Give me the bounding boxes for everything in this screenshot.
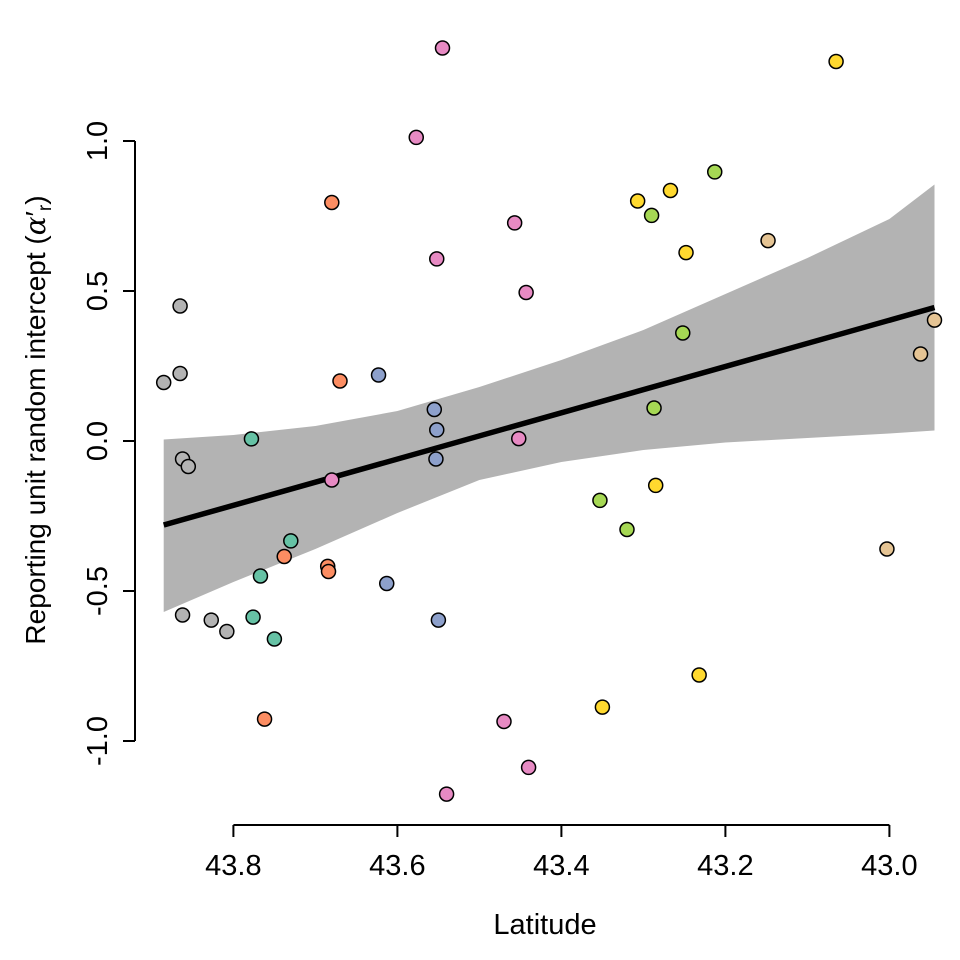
data-point xyxy=(662,182,679,199)
data-point xyxy=(266,631,283,647)
data-point xyxy=(646,400,662,416)
series-group-orange xyxy=(256,194,348,727)
y-tick-label: 0.0 xyxy=(82,421,114,461)
data-point xyxy=(520,759,537,776)
series-group-lime xyxy=(592,164,723,538)
data-point xyxy=(256,711,273,727)
data-point xyxy=(219,623,235,640)
data-point xyxy=(647,477,664,494)
fit-line-layer xyxy=(162,304,936,528)
data-point xyxy=(429,251,445,267)
y-axis-label: Reporting unit random intercept (α′r) xyxy=(19,195,56,644)
y-tick-label: -0.5 xyxy=(82,566,114,616)
x-tick-label: 43.2 xyxy=(697,850,753,882)
confidence-band xyxy=(163,184,935,612)
data-point xyxy=(629,193,646,209)
data-point xyxy=(180,458,197,475)
y-tick-label: 1.0 xyxy=(82,121,114,161)
data-point xyxy=(283,533,299,549)
series-group-grey xyxy=(155,298,235,640)
data-point xyxy=(203,612,220,628)
y-tick-label: 0.5 xyxy=(82,271,114,311)
data-point xyxy=(370,367,387,383)
data-point xyxy=(408,129,425,146)
series-group-yellow xyxy=(594,53,844,715)
data-points xyxy=(155,40,943,802)
data-point xyxy=(252,568,269,584)
y-ticks: -1.0 -0.5 0.0 0.5 1.0 xyxy=(82,121,135,766)
data-point xyxy=(594,699,611,715)
data-point xyxy=(429,422,445,438)
data-point xyxy=(879,541,895,557)
x-axis: 43.8 43.6 43.4 43.2 43.0 Latitude xyxy=(205,824,918,941)
data-point xyxy=(320,563,337,580)
data-point xyxy=(760,232,776,249)
data-point xyxy=(678,244,694,261)
data-point xyxy=(434,40,451,56)
data-point xyxy=(428,451,444,467)
data-point xyxy=(243,431,260,447)
data-point xyxy=(511,430,527,447)
data-point xyxy=(324,472,340,488)
data-point xyxy=(245,609,261,625)
x-tick-label: 43.8 xyxy=(205,850,261,882)
x-axis-label: Latitude xyxy=(493,909,596,941)
data-point xyxy=(675,325,691,341)
data-point xyxy=(592,492,608,509)
data-point xyxy=(926,312,943,328)
data-point xyxy=(430,612,447,628)
data-point xyxy=(706,164,723,180)
x-tick-label: 43.6 xyxy=(369,850,425,882)
series-group-pink xyxy=(324,40,537,802)
data-point xyxy=(912,346,929,362)
x-tick-label: 43.4 xyxy=(533,850,589,882)
data-point xyxy=(172,365,188,382)
series-group-teal xyxy=(243,431,299,647)
data-point xyxy=(155,374,172,391)
data-point xyxy=(324,194,340,211)
data-point xyxy=(276,548,292,565)
series-group-blue xyxy=(370,367,447,628)
x-tick-label: 43.0 xyxy=(861,850,917,882)
data-point xyxy=(378,575,395,592)
data-point xyxy=(506,215,523,231)
series-group-tan xyxy=(760,232,943,557)
data-point xyxy=(691,667,707,683)
data-point xyxy=(619,521,635,538)
y-axis: -1.0 -0.5 0.0 0.5 1.0 Reporting unit random … xyxy=(19,121,136,766)
regression-line xyxy=(162,304,936,528)
x-ticks: 43.8 43.6 43.4 43.2 43.0 xyxy=(205,825,918,882)
data-point xyxy=(496,713,512,730)
y-tick-label: -1.0 xyxy=(82,716,114,766)
confidence-band-layer xyxy=(163,184,935,612)
data-point xyxy=(174,607,191,623)
data-point xyxy=(426,401,443,418)
data-point xyxy=(643,207,660,224)
data-point xyxy=(172,298,188,314)
data-point xyxy=(332,373,348,389)
data-point xyxy=(518,284,534,301)
data-point xyxy=(828,53,844,70)
data-point xyxy=(438,786,455,802)
